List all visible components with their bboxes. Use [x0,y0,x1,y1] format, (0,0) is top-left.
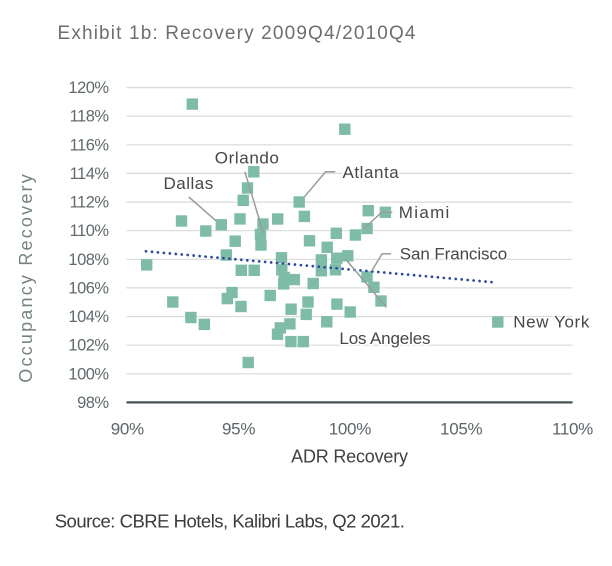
svg-text:108%: 108% [68,251,109,269]
svg-text:Atlanta: Atlanta [343,163,400,182]
svg-text:Orlando: Orlando [215,148,280,167]
svg-text:100%: 100% [329,420,371,439]
svg-text:110%: 110% [70,222,110,240]
svg-text:112%: 112% [70,194,110,212]
svg-text:100%: 100% [68,365,109,383]
svg-text:Miami: Miami [399,203,451,222]
svg-text:Exhibit 1b: Recovery 2009Q4/20: Exhibit 1b: Recovery 2009Q4/2010Q4 [58,23,417,44]
svg-text:120%: 120% [68,79,109,97]
svg-text:San Francisco: San Francisco [400,244,507,263]
svg-text:Los Angeles: Los Angeles [339,329,430,348]
svg-text:116%: 116% [70,136,110,154]
svg-text:104%: 104% [68,308,109,326]
svg-text:102%: 102% [68,337,109,355]
svg-text:118%: 118% [70,108,110,126]
svg-text:105%: 105% [440,420,482,439]
svg-text:90%: 90% [111,420,144,439]
svg-text:110%: 110% [552,420,593,439]
svg-text:ADR Recovery: ADR Recovery [291,447,408,467]
svg-text:Source: CBRE Hotels, Kalibri L: Source: CBRE Hotels, Kalibri Labs, Q2 20… [55,510,405,531]
svg-text:95%: 95% [222,420,255,439]
svg-text:98%: 98% [77,394,109,412]
svg-text:Occupancy Recovery: Occupancy Recovery [16,172,36,383]
svg-text:Dallas: Dallas [164,174,214,193]
svg-text:106%: 106% [68,279,109,297]
svg-text:114%: 114% [70,165,110,183]
svg-text:New York: New York [513,312,590,331]
